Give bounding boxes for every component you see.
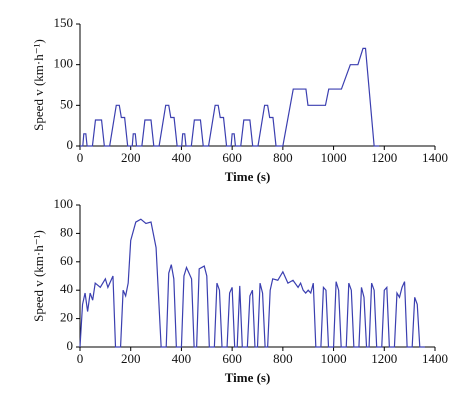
y-tick-label: 80 bbox=[60, 224, 73, 239]
x-tick-label: 200 bbox=[121, 150, 141, 165]
x-tick-label: 0 bbox=[77, 351, 84, 366]
x-tick-label: 1000 bbox=[321, 150, 347, 165]
y-tick-label: 50 bbox=[60, 96, 73, 111]
x-tick-label: 400 bbox=[172, 351, 192, 366]
y-tick-label: 0 bbox=[67, 338, 74, 353]
y-axis-title: Speed v (km·h⁻¹) bbox=[31, 230, 46, 322]
x-tick-label: 1400 bbox=[422, 351, 448, 366]
y-tick-label: 100 bbox=[54, 56, 74, 71]
y-tick-label: 20 bbox=[60, 310, 73, 325]
x-tick-label: 1200 bbox=[371, 150, 397, 165]
x-tick-label: 200 bbox=[121, 351, 141, 366]
x-tick-label: 1400 bbox=[422, 150, 448, 165]
x-tick-label: 0 bbox=[77, 150, 84, 165]
x-axis-title: Time (s) bbox=[225, 370, 271, 385]
x-tick-label: 800 bbox=[273, 351, 293, 366]
x-tick-label: 1000 bbox=[321, 351, 347, 366]
y-tick-label: 150 bbox=[54, 15, 74, 30]
x-tick-label: 400 bbox=[172, 150, 192, 165]
x-tick-label: 600 bbox=[222, 150, 242, 165]
x-tick-label: 600 bbox=[222, 351, 242, 366]
x-tick-label: 1200 bbox=[371, 351, 397, 366]
speed-line bbox=[80, 47, 380, 147]
speed-line bbox=[79, 218, 425, 348]
x-axis-title: Time (s) bbox=[225, 169, 271, 184]
x-tick-label: 800 bbox=[273, 150, 293, 165]
y-tick-label: 40 bbox=[60, 281, 73, 296]
y-tick-label: 0 bbox=[67, 137, 74, 152]
y-axis-title: Speed v (km·h⁻¹) bbox=[31, 39, 46, 131]
y-tick-label: 100 bbox=[54, 196, 74, 211]
y-tick-label: 60 bbox=[60, 253, 73, 268]
